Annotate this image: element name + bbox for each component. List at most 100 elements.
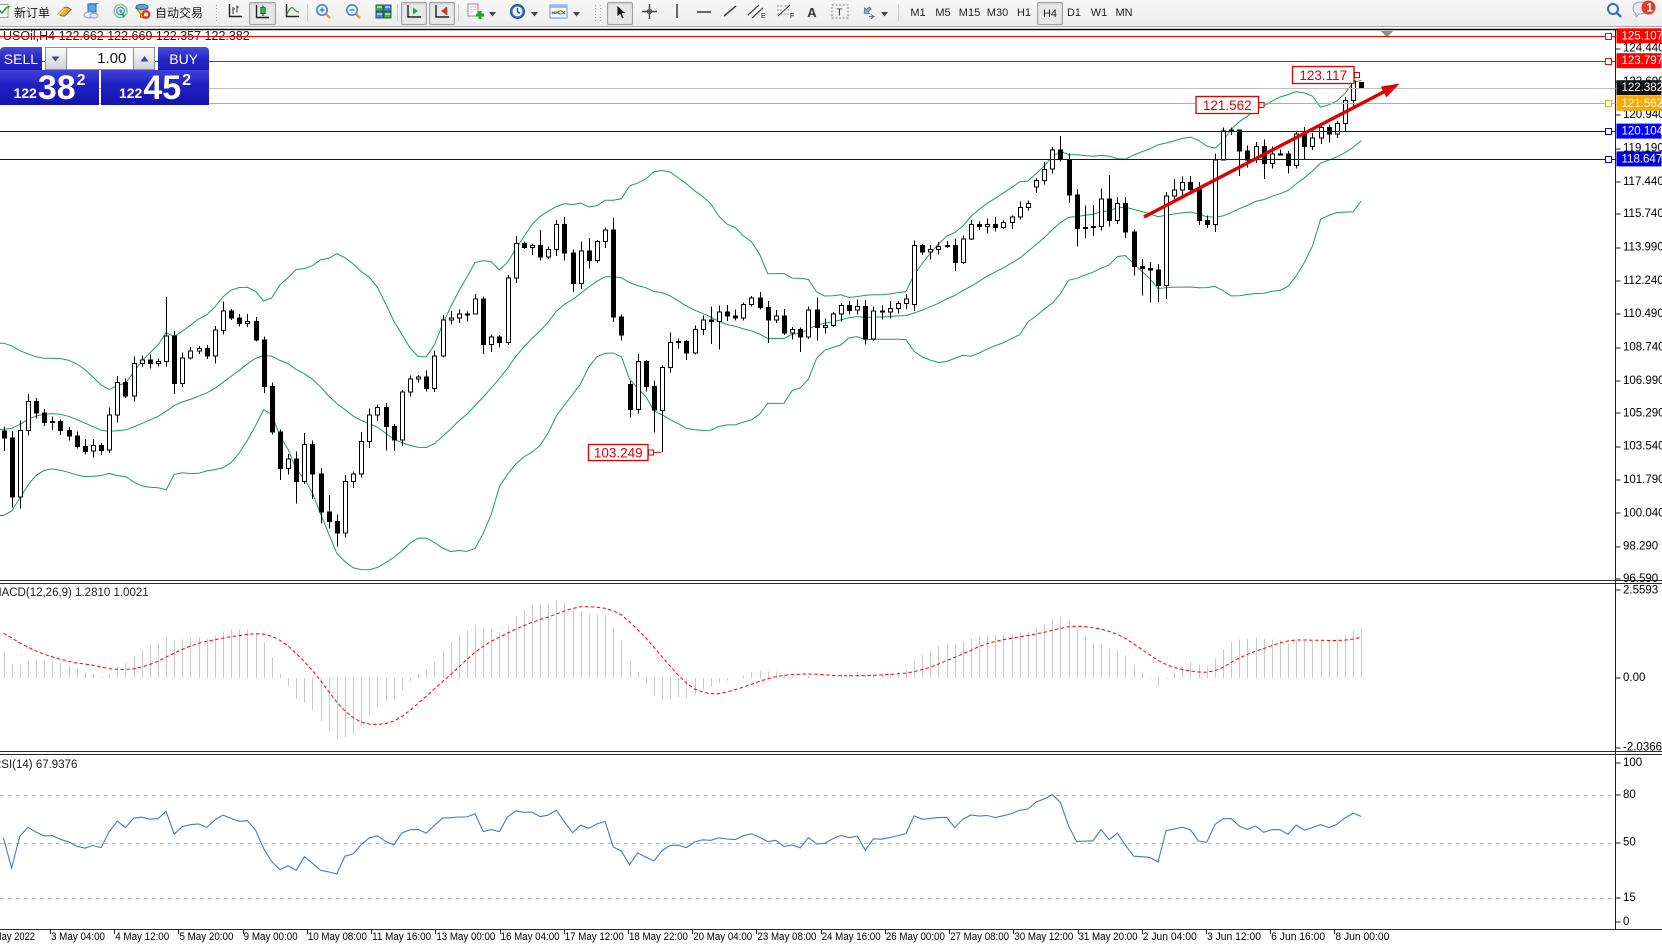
price-label-bg (1616, 151, 1662, 167)
timeframe-button-m15[interactable]: M15 (958, 6, 981, 19)
candle-bullish (1026, 203, 1031, 208)
new-order-icon (0, 3, 10, 22)
price-label-bg (1616, 95, 1662, 111)
candle-bearish (67, 429, 72, 437)
timeframe-button-h4[interactable]: H4 (1037, 2, 1063, 25)
candle-bearish (782, 315, 787, 334)
rsi-axis-label: 100 (1623, 757, 1642, 769)
candle-bullish (408, 378, 413, 393)
bar-chart-button[interactable] (225, 2, 246, 23)
timeframe-button-mn[interactable]: MN (1115, 6, 1133, 19)
timeframe-button-m30[interactable]: M30 (986, 6, 1009, 19)
buy-button[interactable]: BUY (158, 47, 210, 70)
candle-bullish (774, 315, 779, 321)
periods-caret-icon (530, 6, 538, 20)
candle-bullish (107, 414, 112, 451)
clock-icon (509, 3, 526, 23)
volume-increase-button[interactable] (133, 47, 156, 70)
channel-tool-button[interactable]: E (745, 2, 769, 23)
timeframe-button-d1[interactable]: D1 (1066, 6, 1082, 19)
chart-background (0, 27, 1662, 946)
price-label-bg (1616, 80, 1662, 96)
chart-lines-layer (0, 33, 1616, 163)
search-button[interactable] (1603, 2, 1625, 23)
toolbar-gripper (215, 4, 219, 21)
vline-tool-button[interactable] (668, 2, 686, 23)
sell-button[interactable]: SELL (0, 47, 42, 70)
price-label: 125.107 (1622, 30, 1662, 42)
volume-input[interactable]: 1.00 (66, 47, 134, 70)
candle-bearish (863, 305, 868, 340)
macd-axis-label: 0.00 (1623, 672, 1645, 684)
tile-windows-button[interactable] (373, 2, 394, 23)
tile-windows-icon (375, 4, 392, 22)
candle-bullish (465, 313, 470, 316)
trendline-tool-button[interactable] (720, 2, 740, 23)
candle-bearish (1197, 188, 1202, 222)
candle-bullish (1180, 182, 1185, 191)
time-axis-label: 24 May 16:00 (822, 931, 881, 943)
timeframe-button-m5[interactable]: M5 (935, 6, 951, 19)
candle-bearish (10, 437, 15, 498)
new-order-button[interactable]: 新订单 (0, 2, 70, 23)
candle-bullish (1335, 123, 1340, 135)
time-axis-label: 13 May 00:00 (436, 931, 495, 943)
rsi-axis-label: 15 (1623, 892, 1636, 904)
sell-price[interactable]: 122 38 2 (0, 70, 99, 105)
zoom-out-button[interactable] (342, 2, 364, 23)
candle-bullish (197, 347, 202, 352)
new-chart-button[interactable] (463, 2, 499, 23)
candle-bullish (660, 366, 665, 411)
chart-shift-button[interactable] (429, 2, 455, 25)
timeframe-button-w1[interactable]: W1 (1090, 6, 1108, 19)
buy-price-big: 45 (143, 69, 182, 108)
cursor-tool-button[interactable] (607, 2, 633, 25)
periods-button[interactable] (505, 2, 541, 23)
candle-bullish (1034, 180, 1039, 188)
time-axis-label: 9 May 00:00 (244, 931, 298, 943)
signals-button[interactable] (110, 2, 130, 23)
fibonacci-tool-button[interactable]: F (774, 2, 798, 23)
bollinger-middle-line (0, 140, 1362, 449)
hline-tool-button[interactable] (694, 2, 714, 23)
candle-bearish (1058, 149, 1063, 161)
autotrading-icon (133, 3, 151, 23)
price-tick-label: 124.440 (1623, 43, 1662, 55)
line-chart-button[interactable] (282, 2, 303, 23)
candle-bullish (213, 329, 218, 357)
timeframe-button-m1[interactable]: M1 (910, 6, 926, 19)
toolbar-separator (898, 4, 899, 21)
chat-bubble-icon: 1 (1631, 0, 1657, 25)
candle-bullish (749, 297, 754, 306)
timeframe-button-h1[interactable]: H1 (1016, 6, 1032, 19)
hline-anchor-marker (1605, 128, 1612, 135)
candlestick-chart-button[interactable] (249, 2, 276, 25)
candle-bullish (473, 298, 478, 315)
templates-button[interactable] (545, 2, 583, 23)
volume-decrease-button[interactable] (44, 47, 67, 70)
buy-price[interactable]: 122 45 2 (101, 70, 209, 105)
notifications-button[interactable]: 1 (1630, 0, 1658, 25)
time-axis-label: 2 May 2022 (0, 931, 35, 943)
market-button[interactable] (81, 2, 101, 23)
hline-anchor-marker (1605, 156, 1612, 163)
candle-bullish (91, 445, 96, 452)
candle-bearish (294, 458, 299, 483)
candle-bearish (953, 245, 958, 264)
autotrading-button[interactable]: 自动交易 (133, 2, 209, 23)
crosshair-tool-button[interactable] (638, 2, 660, 23)
autotrading-label: 自动交易 (155, 6, 204, 20)
text-tool-button[interactable]: A (803, 2, 821, 23)
text-label-tool-button[interactable]: T (829, 2, 851, 23)
shapes-tool-button[interactable] (857, 2, 891, 23)
zoom-in-button[interactable] (312, 2, 334, 23)
toolbar-gripper (594, 4, 598, 21)
vertical-line-icon (672, 3, 682, 22)
auto-scroll-button[interactable] (401, 2, 427, 25)
candle-bearish (497, 336, 502, 344)
journal-button[interactable] (54, 2, 74, 23)
candle-bullish (1091, 225, 1096, 228)
crosshair-icon (641, 3, 658, 23)
candle-bearish (481, 298, 486, 345)
